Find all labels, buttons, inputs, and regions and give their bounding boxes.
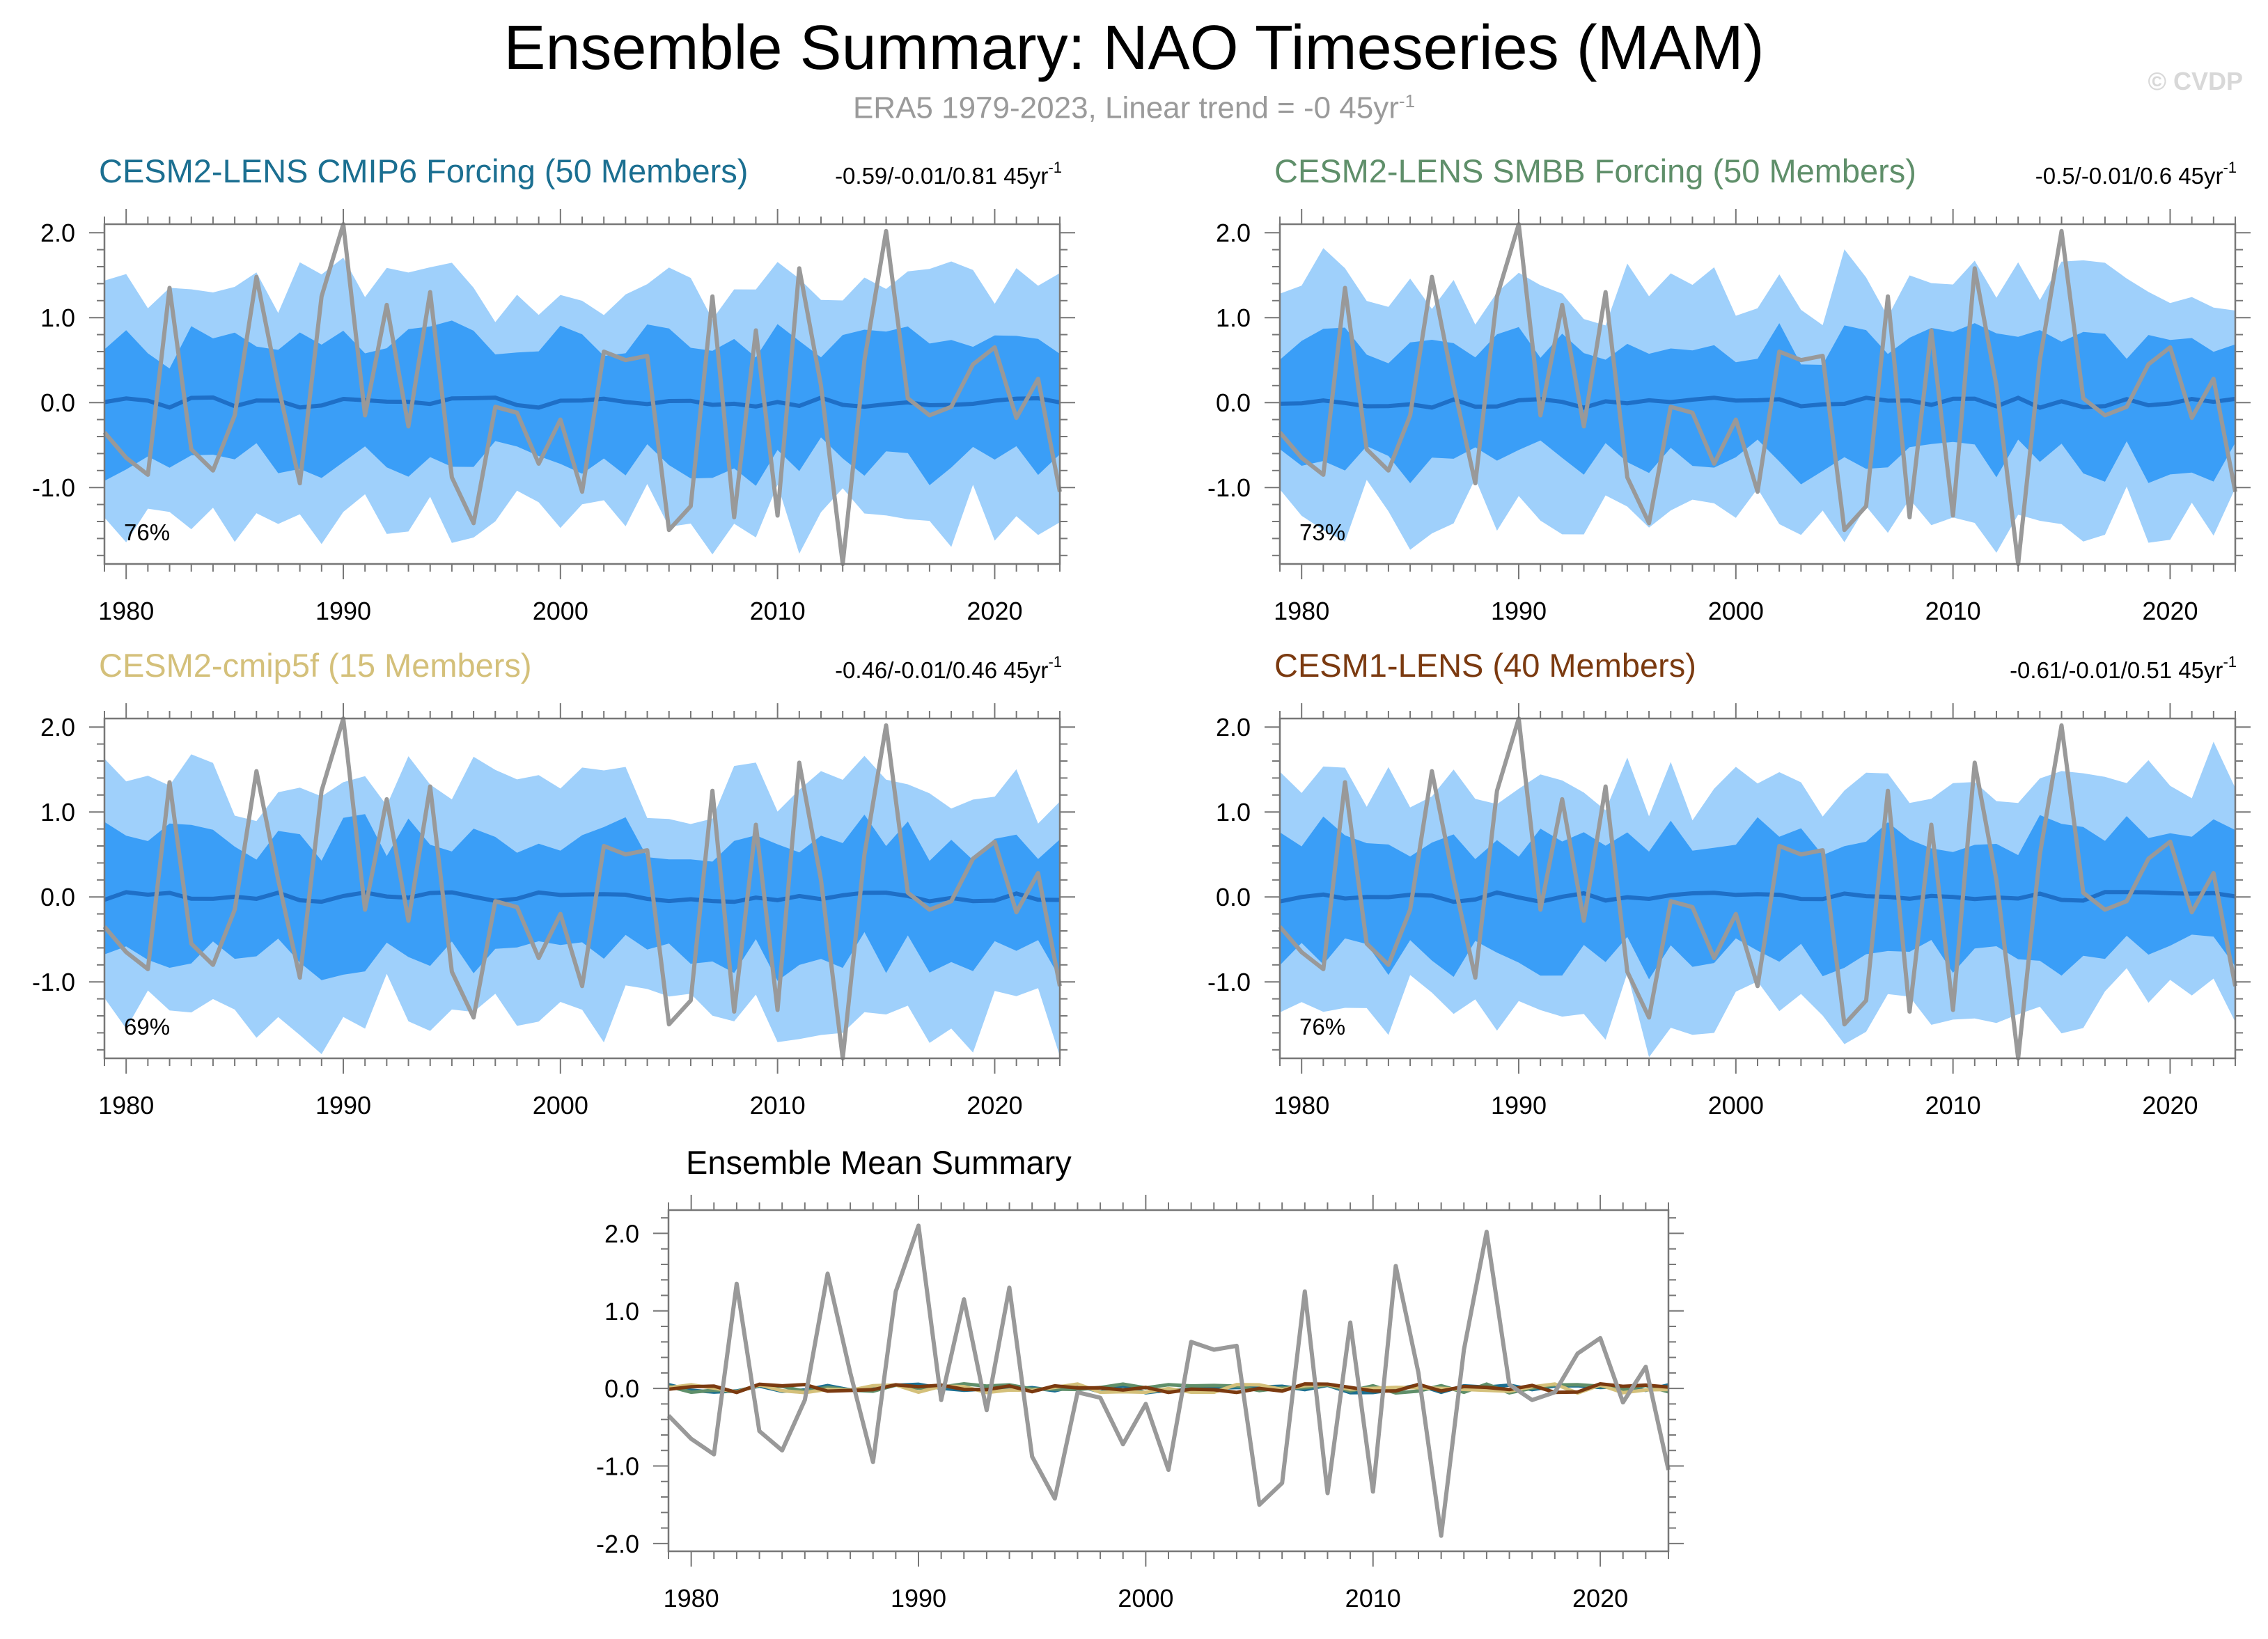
ensemble-mean-line: [104, 890, 1061, 904]
y-tick-label: 1.0: [40, 304, 75, 332]
x-tick-label: 2010: [750, 1091, 806, 1120]
x-tick-label: 1990: [315, 597, 371, 625]
stats-superscript: -1: [2223, 159, 2237, 176]
stats-value: -0.46/-0.01/0.46 45yr: [835, 657, 1048, 683]
stats-superscript: -1: [1048, 653, 1062, 670]
y-tick-label: 0.0: [1216, 389, 1251, 417]
ensemble-inner-band: [1280, 815, 2235, 980]
x-tick-label: 1980: [98, 597, 154, 625]
y-tick-label: 1.0: [40, 798, 75, 826]
panel-title: CESM2-LENS SMBB Forcing (50 Members): [1274, 152, 1916, 189]
x-tick-label: 2020: [967, 597, 1022, 625]
subtitle-text: ERA5 1979-2023, Linear trend = -0 45yr: [852, 91, 1399, 125]
y-tick-label: -1.0: [32, 968, 75, 996]
x-tick-label: 1980: [1274, 1091, 1329, 1120]
x-tick-label: 2010: [1925, 1091, 1981, 1120]
panel-stats: -0.59/-0.01/0.81 45yr-1: [835, 159, 1062, 189]
figure-subtitle: ERA5 1979-2023, Linear trend = -0 45yr-1: [0, 91, 2268, 126]
y-tick-label: -2.0: [596, 1530, 639, 1558]
panel-title: CESM2-LENS CMIP6 Forcing (50 Members): [99, 152, 748, 189]
x-tick-label: 2000: [533, 597, 588, 625]
panel-title: CESM1-LENS (40 Members): [1274, 647, 1696, 684]
panel-title: CESM2-cmip5f (15 Members): [99, 647, 532, 684]
y-tick-label: 2.0: [1216, 713, 1251, 742]
x-tick-label: 2020: [2142, 597, 2198, 625]
figure-title: Ensemble Summary: NAO Timeseries (MAM): [503, 13, 1765, 83]
panel-stats: -0.61/-0.01/0.51 45yr-1: [2010, 653, 2237, 683]
y-tick-label: 2.0: [1216, 219, 1251, 247]
x-tick-label: 2000: [533, 1091, 588, 1120]
y-tick-label: 2.0: [40, 713, 75, 742]
x-tick-label: 1990: [891, 1584, 946, 1613]
panel-cesm1-lens: CESM1-LENS (40 Members) -0.61/-0.01/0.51 …: [1207, 647, 2251, 1120]
stats-superscript: -1: [2223, 653, 2237, 670]
x-tick-label: 2000: [1708, 597, 1764, 625]
panel-title: Ensemble Mean Summary: [686, 1144, 1072, 1181]
ensemble-mean-line: [1279, 395, 2236, 410]
observed-era5-line: [666, 1223, 1671, 1538]
ensemble-mean-line: [1279, 890, 2236, 904]
y-tick-label: -1.0: [1207, 968, 1251, 996]
percent-label: 76%: [124, 519, 170, 545]
subtitle-superscript: -1: [1398, 91, 1416, 111]
observed-era5-line: [102, 716, 1062, 1060]
percent-label: 69%: [124, 1014, 170, 1040]
x-tick-label: 2010: [1345, 1584, 1401, 1613]
y-tick-label: 2.0: [40, 219, 75, 247]
observed-era5-line: [102, 222, 1062, 566]
stats-value: -0.61/-0.01/0.51 45yr: [2010, 657, 2223, 683]
ensemble-inner-band: [104, 320, 1060, 486]
panel-ensemble-mean-summary: Ensemble Mean Summary 1980 1990 2000 2010 202…: [596, 1144, 1684, 1613]
y-tick-label: 0.0: [40, 883, 75, 911]
cvdp-watermark: © CVDP: [2148, 67, 2243, 95]
x-tick-label: 2010: [1925, 597, 1981, 625]
y-tick-label: 1.0: [604, 1297, 639, 1326]
y-tick-label: 0.0: [604, 1374, 639, 1403]
observed-era5-line: [1278, 222, 2237, 566]
x-tick-label: 1980: [98, 1091, 154, 1120]
percent-label: 73%: [1299, 519, 1345, 545]
percent-label: 76%: [1299, 1014, 1345, 1040]
panel-cesm2-lens-smbb-forcing: CESM2-LENS SMBB Forcing (50 Members) -0.5…: [1207, 152, 2251, 625]
x-tick-label: 1990: [315, 1091, 371, 1120]
ensemble-mean-line: [104, 395, 1061, 410]
x-tick-label: 2020: [2142, 1091, 2198, 1120]
panel-cesm2-lens-cmip6-forcing: CESM2-LENS CMIP6 Forcing (50 Members) -0.…: [32, 152, 1075, 625]
x-tick-label: 1980: [664, 1584, 719, 1613]
panel-stats: -0.46/-0.01/0.46 45yr-1: [835, 653, 1062, 683]
stats-superscript: -1: [1048, 159, 1062, 176]
y-tick-label: 2.0: [604, 1219, 639, 1248]
observed-era5-line: [1278, 716, 2237, 1060]
y-tick-label: 0.0: [40, 389, 75, 417]
x-tick-label: 2020: [967, 1091, 1022, 1120]
mean-line-cesm1-lens: [668, 1381, 1669, 1395]
stats-value: -0.59/-0.01/0.81 45yr: [835, 163, 1048, 189]
panel-stats: -0.5/-0.01/0.6 45yr-1: [2035, 159, 2237, 189]
x-tick-label: 2010: [750, 597, 806, 625]
panel-cesm2-cmip5f: CESM2-cmip5f (15 Members) -0.46/-0.01/0.4…: [32, 647, 1075, 1120]
ensemble-inner-band: [104, 814, 1060, 981]
y-tick-label: -1.0: [32, 473, 75, 502]
y-tick-label: 0.0: [1216, 883, 1251, 911]
y-tick-label: 1.0: [1216, 798, 1251, 826]
x-tick-label: 2020: [1572, 1584, 1628, 1613]
x-tick-label: 1980: [1274, 597, 1329, 625]
y-tick-label: -1.0: [1207, 473, 1251, 502]
x-tick-label: 2000: [1708, 1091, 1764, 1120]
x-tick-label: 2000: [1118, 1584, 1173, 1613]
plot-frame: [667, 1209, 1670, 1553]
x-tick-label: 1990: [1491, 597, 1547, 625]
ensemble-inner-band: [1280, 323, 2235, 485]
stats-value: -0.5/-0.01/0.6 45yr: [2035, 163, 2223, 189]
y-tick-label: 1.0: [1216, 304, 1251, 332]
y-tick-label: -1.0: [596, 1452, 639, 1481]
x-tick-label: 1990: [1491, 1091, 1547, 1120]
